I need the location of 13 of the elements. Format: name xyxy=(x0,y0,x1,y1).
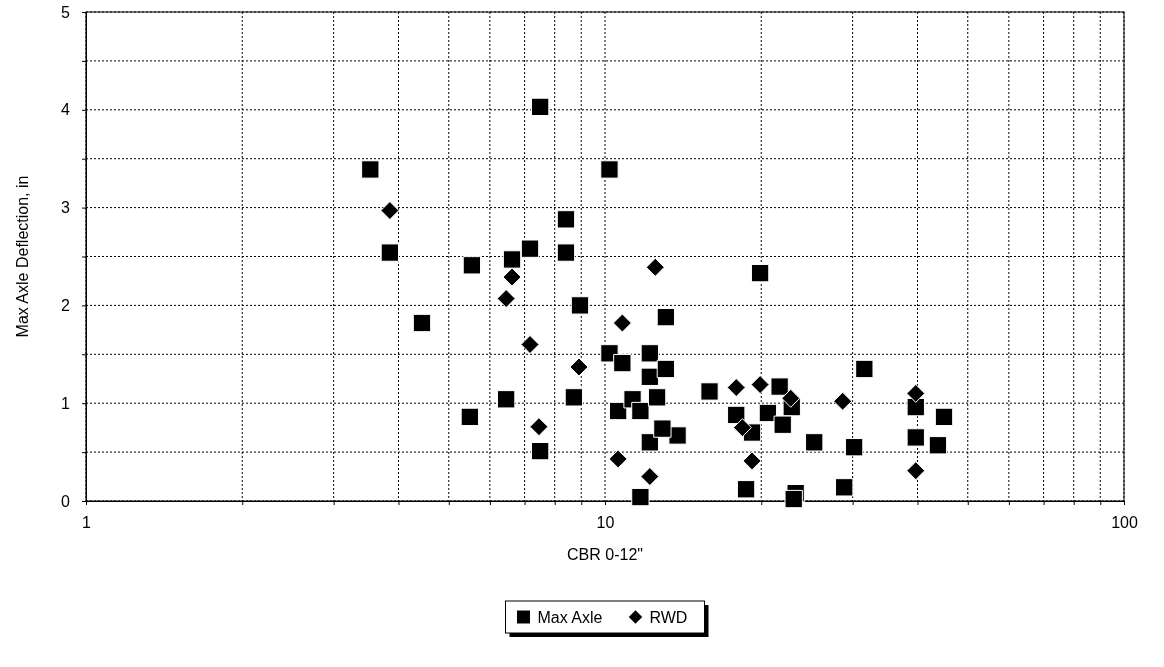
legend-label: RWD xyxy=(649,609,688,626)
y-tick-label: 2 xyxy=(61,297,71,315)
y-tick-label: 1 xyxy=(61,394,71,412)
y-tick-label: 3 xyxy=(61,199,71,217)
y-tick-label: 5 xyxy=(61,3,71,21)
y-axis-title: Max Axle Deflection, in xyxy=(14,175,31,338)
x-axis-title: CBR 0-12" xyxy=(567,546,643,563)
x-tick-label: 1 xyxy=(82,514,92,532)
y-tick-label: 4 xyxy=(61,101,71,119)
y-tick-label: 0 xyxy=(61,492,71,510)
x-tick-label: 10 xyxy=(596,514,615,532)
legend-label: Max Axle xyxy=(537,609,603,626)
x-tick-label: 100 xyxy=(1111,514,1138,532)
